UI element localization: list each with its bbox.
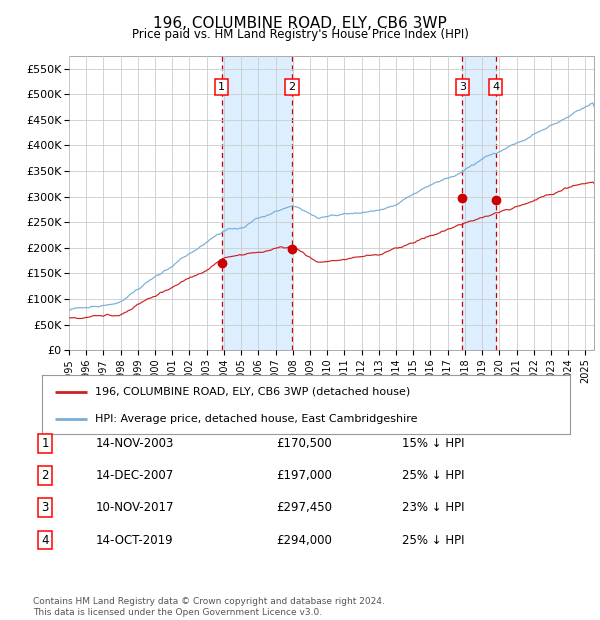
Text: £197,000: £197,000 bbox=[276, 469, 332, 482]
Text: 3: 3 bbox=[41, 502, 49, 514]
Text: HPI: Average price, detached house, East Cambridgeshire: HPI: Average price, detached house, East… bbox=[95, 414, 418, 424]
Text: 4: 4 bbox=[492, 82, 499, 92]
Text: £297,450: £297,450 bbox=[276, 502, 332, 514]
Text: 14-NOV-2003: 14-NOV-2003 bbox=[96, 437, 175, 450]
Text: 1: 1 bbox=[218, 82, 225, 92]
Text: 1: 1 bbox=[41, 437, 49, 450]
Text: Contains HM Land Registry data © Crown copyright and database right 2024.
This d: Contains HM Land Registry data © Crown c… bbox=[33, 598, 385, 617]
Text: Price paid vs. HM Land Registry's House Price Index (HPI): Price paid vs. HM Land Registry's House … bbox=[131, 28, 469, 41]
Text: 25% ↓ HPI: 25% ↓ HPI bbox=[402, 534, 464, 546]
Text: 14-DEC-2007: 14-DEC-2007 bbox=[96, 469, 174, 482]
Text: 196, COLUMBINE ROAD, ELY, CB6 3WP: 196, COLUMBINE ROAD, ELY, CB6 3WP bbox=[153, 16, 447, 30]
Text: 2: 2 bbox=[41, 469, 49, 482]
Text: 25% ↓ HPI: 25% ↓ HPI bbox=[402, 469, 464, 482]
Text: 2: 2 bbox=[289, 82, 295, 92]
Bar bbox=[463, 56, 496, 350]
Text: 15% ↓ HPI: 15% ↓ HPI bbox=[402, 437, 464, 450]
Text: 10-NOV-2017: 10-NOV-2017 bbox=[96, 502, 175, 514]
Text: £294,000: £294,000 bbox=[276, 534, 332, 546]
Text: £170,500: £170,500 bbox=[276, 437, 332, 450]
Text: 3: 3 bbox=[459, 82, 466, 92]
Text: 14-OCT-2019: 14-OCT-2019 bbox=[96, 534, 173, 546]
Text: 4: 4 bbox=[41, 534, 49, 546]
Bar bbox=[221, 56, 292, 350]
Text: 23% ↓ HPI: 23% ↓ HPI bbox=[402, 502, 464, 514]
Text: 196, COLUMBINE ROAD, ELY, CB6 3WP (detached house): 196, COLUMBINE ROAD, ELY, CB6 3WP (detac… bbox=[95, 387, 410, 397]
